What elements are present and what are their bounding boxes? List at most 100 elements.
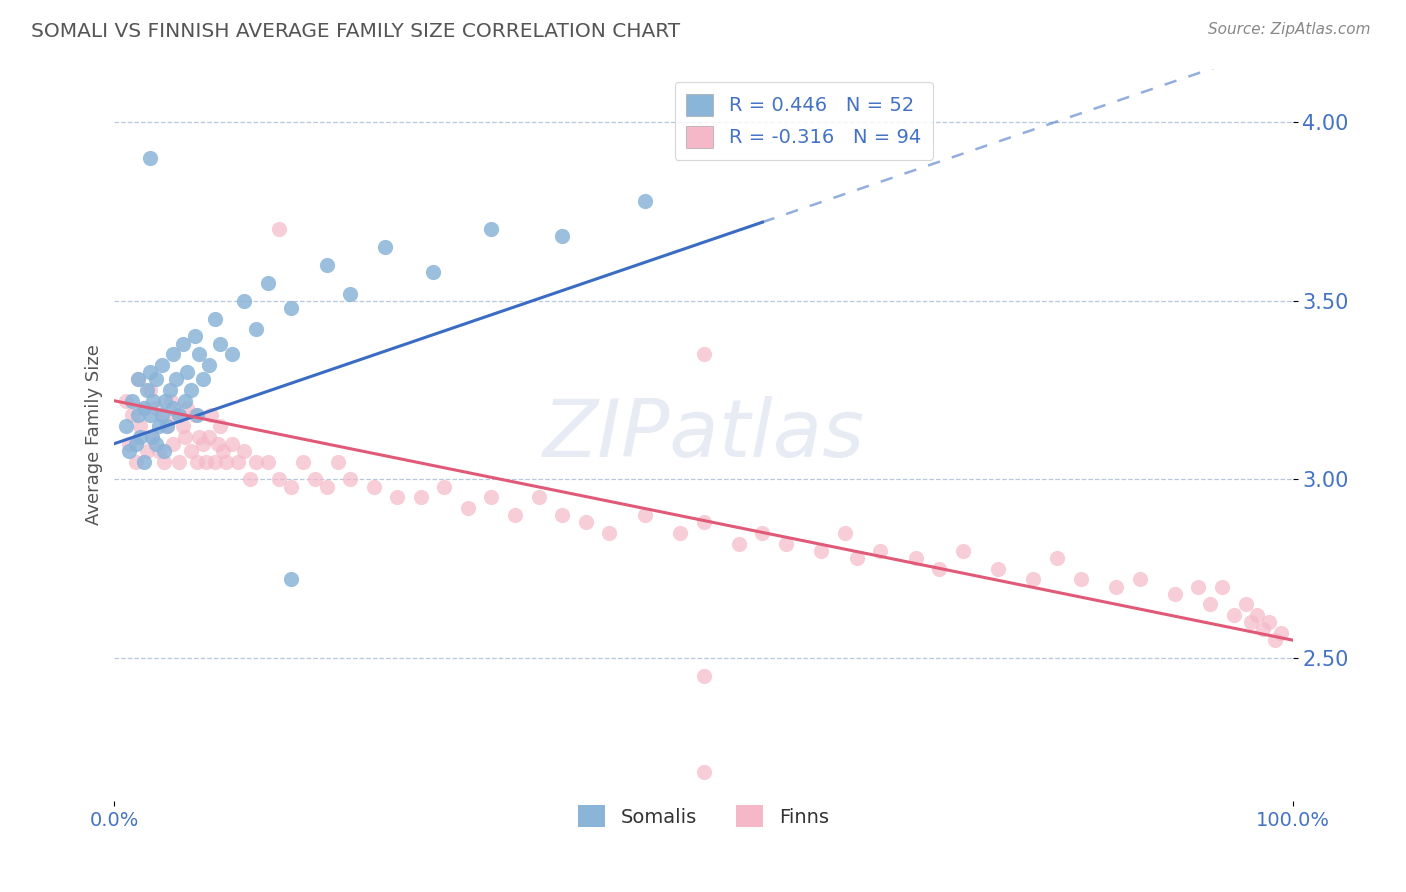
- Point: [1258, 615, 1281, 630]
- Point: [200, 408, 222, 422]
- Point: [1270, 626, 1292, 640]
- Point: [197, 429, 219, 443]
- Point: [1070, 573, 1092, 587]
- Point: [145, 372, 167, 386]
- Point: [136, 383, 159, 397]
- Point: [269, 472, 291, 486]
- Point: [339, 472, 361, 486]
- Y-axis label: Average Family Size: Average Family Size: [86, 344, 103, 525]
- Point: [834, 525, 856, 540]
- Point: [328, 454, 350, 468]
- Point: [148, 443, 170, 458]
- Point: [183, 408, 205, 422]
- Point: [191, 436, 214, 450]
- Point: [117, 436, 139, 450]
- Point: [291, 454, 314, 468]
- Point: [127, 372, 149, 386]
- Point: [195, 454, 218, 468]
- Point: [280, 301, 302, 315]
- Point: [751, 525, 773, 540]
- Point: [127, 408, 149, 422]
- Point: [215, 454, 238, 468]
- Point: [176, 401, 198, 415]
- Point: [634, 508, 657, 522]
- Point: [115, 393, 138, 408]
- Point: [188, 347, 211, 361]
- Point: [188, 429, 211, 443]
- Point: [207, 436, 229, 450]
- Point: [139, 365, 162, 379]
- Point: [728, 537, 751, 551]
- Point: [121, 408, 143, 422]
- Point: [256, 276, 278, 290]
- Point: [117, 443, 139, 458]
- Point: [634, 194, 657, 208]
- Point: [457, 500, 479, 515]
- Point: [692, 515, 714, 529]
- Point: [176, 365, 198, 379]
- Point: [167, 454, 190, 468]
- Point: [433, 479, 456, 493]
- Point: [339, 286, 361, 301]
- Point: [221, 436, 243, 450]
- Point: [141, 429, 163, 443]
- Point: [551, 229, 574, 244]
- Point: [165, 408, 187, 422]
- Point: [132, 401, 155, 415]
- Point: [1240, 615, 1263, 630]
- Point: [1199, 598, 1222, 612]
- Point: [845, 551, 868, 566]
- Point: [132, 454, 155, 468]
- Point: [245, 322, 267, 336]
- Point: [142, 393, 165, 408]
- Point: [127, 372, 149, 386]
- Text: Source: ZipAtlas.com: Source: ZipAtlas.com: [1208, 22, 1371, 37]
- Point: [1234, 598, 1257, 612]
- Point: [280, 573, 302, 587]
- Point: [150, 358, 173, 372]
- Point: [153, 443, 176, 458]
- Point: [1223, 608, 1246, 623]
- Point: [928, 562, 950, 576]
- Point: [162, 436, 184, 450]
- Point: [669, 525, 692, 540]
- Point: [211, 443, 233, 458]
- Point: [156, 418, 179, 433]
- Point: [374, 240, 396, 254]
- Point: [139, 151, 162, 165]
- Point: [204, 454, 226, 468]
- Point: [132, 401, 155, 415]
- Point: [692, 347, 714, 361]
- Point: [183, 329, 205, 343]
- Point: [1187, 580, 1209, 594]
- Point: [148, 418, 170, 433]
- Point: [598, 525, 620, 540]
- Point: [150, 408, 173, 422]
- Point: [145, 436, 167, 450]
- Point: [1022, 573, 1045, 587]
- Point: [245, 454, 267, 468]
- Point: [145, 401, 167, 415]
- Point: [129, 418, 152, 433]
- Point: [1105, 580, 1128, 594]
- Point: [904, 551, 927, 566]
- Point: [226, 454, 249, 468]
- Point: [692, 765, 714, 780]
- Point: [141, 429, 163, 443]
- Legend: Somalis, Finns: Somalis, Finns: [571, 797, 837, 835]
- Point: [124, 436, 146, 450]
- Point: [280, 479, 302, 493]
- Point: [315, 479, 337, 493]
- Point: [269, 222, 291, 236]
- Point: [186, 454, 208, 468]
- Point: [1046, 551, 1069, 566]
- Point: [551, 508, 574, 522]
- Point: [162, 401, 184, 415]
- Point: [156, 418, 179, 433]
- Point: [481, 490, 503, 504]
- Point: [121, 393, 143, 408]
- Point: [172, 418, 194, 433]
- Point: [139, 408, 162, 422]
- Point: [180, 383, 202, 397]
- Point: [775, 537, 797, 551]
